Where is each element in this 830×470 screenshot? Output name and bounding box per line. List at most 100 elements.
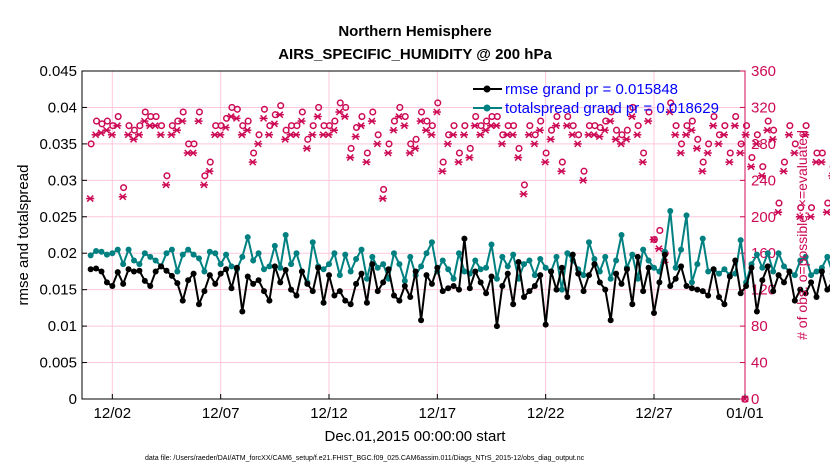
obs-possible-point <box>428 122 436 130</box>
series-point <box>515 258 522 265</box>
series-point <box>694 286 701 293</box>
series-point <box>770 268 777 275</box>
series-point <box>103 279 110 286</box>
obs-possible-point <box>244 117 252 125</box>
series-point <box>553 253 560 260</box>
obs-possible-point <box>277 102 285 110</box>
series-point <box>261 288 267 295</box>
obs-evaluated-point <box>172 126 181 134</box>
series-layer <box>87 207 830 330</box>
obs-possible-point <box>645 108 653 116</box>
series-point <box>813 268 820 275</box>
series-point <box>521 293 527 300</box>
obs-possible-point <box>640 149 648 157</box>
y2-tick-label: 320 <box>751 99 776 116</box>
obs-possible-point <box>688 117 696 125</box>
series-point <box>315 264 322 271</box>
series-point <box>391 292 397 299</box>
y2-tick-label: 240 <box>751 172 776 189</box>
series-point <box>217 261 224 268</box>
series-point <box>748 264 755 271</box>
obs-evaluated-point <box>275 111 284 119</box>
obs-possible-point <box>542 149 550 157</box>
obs-possible-point <box>390 117 398 125</box>
series-point <box>271 242 278 249</box>
series-point <box>363 299 370 306</box>
series-point <box>87 266 94 273</box>
y-tick-label: 0.02 <box>48 245 77 262</box>
series-point <box>320 266 327 273</box>
obs-possible-point <box>125 122 133 130</box>
obs-possible-point <box>461 122 469 130</box>
x-tick-label: 12/02 <box>94 405 132 422</box>
y-tick-label: 0.045 <box>39 63 77 80</box>
series-point <box>678 246 685 253</box>
series-point <box>504 263 511 270</box>
obs-evaluated-point <box>378 195 387 203</box>
series-point <box>808 272 815 279</box>
series-point <box>510 301 517 308</box>
series-point <box>201 288 208 295</box>
series-point <box>418 317 425 324</box>
obs-evaluated-point <box>644 117 653 125</box>
series-point <box>152 268 159 275</box>
series-point <box>586 272 592 279</box>
series-point <box>358 246 365 253</box>
series-point <box>103 251 110 258</box>
series-point <box>775 272 782 279</box>
obs-possible-point <box>726 149 734 157</box>
obs-evaluated-point <box>400 122 409 130</box>
obs-evaluated-point <box>568 131 577 139</box>
series-point <box>699 235 706 242</box>
obs-evaluated-point <box>497 140 506 148</box>
series-point <box>261 266 267 273</box>
obs-possible-point <box>515 144 523 152</box>
series-point <box>672 275 679 282</box>
obs-possible-point <box>493 113 501 121</box>
x-tick-label: 12/07 <box>202 405 240 422</box>
obs-evaluated-point <box>329 126 338 134</box>
obs-evaluated-point <box>351 133 360 141</box>
series-point <box>239 308 246 315</box>
series-point <box>163 250 170 257</box>
series-point <box>488 273 495 280</box>
series-point <box>185 246 192 253</box>
obs-possible-point <box>564 113 572 121</box>
obs-evaluated-point <box>86 195 95 203</box>
obs-evaluated-point <box>763 126 772 134</box>
obs-evaluated-point <box>627 113 636 121</box>
obs-possible-point <box>342 103 350 111</box>
obs-evaluated-point <box>194 117 203 125</box>
obs-evaluated-point <box>736 149 745 157</box>
obs-evaluated-point <box>714 140 723 148</box>
y-tick-label: 0 <box>69 391 77 408</box>
obs-evaluated-point <box>622 135 631 143</box>
obs-evaluated-point <box>579 176 588 184</box>
series-point <box>147 253 154 260</box>
series-point <box>423 250 430 257</box>
series-point <box>309 288 316 295</box>
series-point <box>456 286 462 293</box>
obs-possible-point <box>780 158 788 166</box>
series-point <box>618 280 625 287</box>
series-point <box>531 283 538 290</box>
series-point <box>374 288 381 295</box>
series-point <box>412 268 419 275</box>
series-point <box>179 297 186 304</box>
obs-evaluated-point <box>411 144 420 152</box>
obs-evaluated-point <box>725 158 734 166</box>
legend-marker-rmse <box>483 85 491 93</box>
series-point <box>380 279 387 286</box>
obs-possible-point <box>721 122 729 130</box>
obs-possible-point <box>553 113 561 121</box>
series-point <box>363 275 370 282</box>
series-point <box>109 283 116 290</box>
obs-evaluated-point <box>394 113 403 121</box>
obs-possible-point <box>455 149 463 157</box>
series-point <box>331 250 338 257</box>
series-point <box>461 235 468 242</box>
series-point <box>244 234 251 241</box>
obs-possible-point <box>472 113 480 121</box>
obs-possible-point <box>807 204 816 212</box>
series-point <box>174 280 181 287</box>
